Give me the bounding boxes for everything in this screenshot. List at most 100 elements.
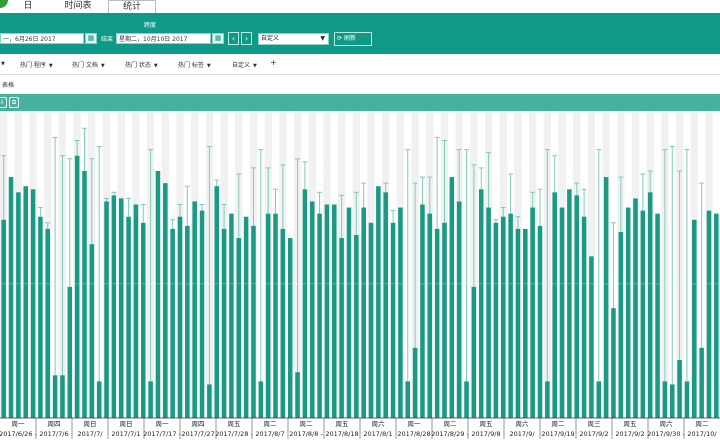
chart-bar[interactable]: [655, 213, 660, 418]
chart-bar[interactable]: [523, 228, 528, 418]
chart-bar[interactable]: [23, 186, 28, 418]
chart-bar[interactable]: [398, 207, 403, 418]
chart-bar[interactable]: [45, 228, 51, 418]
chart-bar[interactable]: [603, 177, 609, 418]
chart-bar[interactable]: [38, 216, 43, 418]
chart-bar[interactable]: [163, 183, 168, 418]
filter-top-status[interactable]: 热门 状态 ▼: [125, 60, 158, 69]
chart-bar[interactable]: [486, 207, 491, 418]
chart-bar[interactable]: [692, 219, 697, 418]
chart-bar[interactable]: [214, 186, 220, 418]
chart-bar[interactable]: [390, 222, 396, 418]
filter-custom[interactable]: 自定义 ▼: [232, 60, 257, 69]
chart-bar[interactable]: [552, 192, 557, 418]
chart-bar[interactable]: [581, 216, 587, 418]
chart-bar[interactable]: [471, 286, 477, 418]
chart-bar[interactable]: [515, 228, 521, 418]
chart-bar[interactable]: [229, 213, 234, 418]
chart-bar[interactable]: [625, 207, 631, 418]
chart-bar[interactable]: [361, 207, 366, 418]
chart-bar[interactable]: [611, 308, 616, 418]
chart-bar[interactable]: [89, 244, 95, 418]
chart-bar[interactable]: [442, 222, 447, 418]
chart-bar[interactable]: [669, 384, 675, 418]
tab-statistics[interactable]: 统计: [108, 0, 156, 14]
add-filter-button[interactable]: +: [270, 58, 277, 67]
chart-bar[interactable]: [324, 204, 330, 419]
chart-bar[interactable]: [60, 375, 65, 418]
chart-bar[interactable]: [243, 216, 249, 418]
chart-bar[interactable]: [16, 192, 21, 418]
chart-bar[interactable]: [537, 225, 543, 418]
chart-bar[interactable]: [684, 381, 690, 418]
chart-bar[interactable]: [354, 235, 359, 418]
table-view-label[interactable]: 表格: [2, 82, 15, 89]
chart-bar[interactable]: [126, 216, 131, 418]
chart-bar[interactable]: [478, 189, 484, 418]
chart-bar[interactable]: [545, 381, 550, 418]
chart-bar[interactable]: [530, 207, 535, 418]
chart-bar[interactable]: [405, 381, 411, 418]
chart-bar[interactable]: [699, 347, 704, 418]
chart-bar[interactable]: [82, 170, 87, 418]
chart-bar[interactable]: [185, 225, 190, 418]
chart-bar[interactable]: [589, 256, 594, 418]
chart-bar[interactable]: [677, 360, 682, 418]
chart-bar[interactable]: [118, 198, 124, 418]
end-date-field[interactable]: 星期二，10月10日 2017: [116, 33, 211, 44]
chart-bar[interactable]: [449, 177, 455, 418]
chart-bar[interactable]: [140, 222, 146, 418]
chart-bar[interactable]: [133, 204, 139, 419]
export-icon[interactable]: ⇩: [0, 97, 7, 108]
copy-icon[interactable]: ⧉: [9, 97, 19, 108]
chart-bar[interactable]: [221, 228, 227, 418]
chart-bar[interactable]: [309, 201, 315, 418]
chart-bar[interactable]: [30, 189, 36, 418]
chart-bar[interactable]: [456, 201, 462, 418]
chart-bar[interactable]: [295, 372, 300, 418]
chart-bar[interactable]: [383, 192, 388, 418]
chart-bar[interactable]: [74, 155, 80, 418]
chart-bar[interactable]: [618, 231, 624, 418]
chart-bar[interactable]: [559, 207, 565, 418]
chart-bar[interactable]: [647, 192, 653, 418]
chart-bar[interactable]: [567, 189, 572, 418]
filter-top-documents[interactable]: 热门 文档 ▼: [72, 60, 105, 69]
chart-bar[interactable]: [317, 213, 322, 418]
avatar[interactable]: [0, 0, 8, 8]
chart-bar[interactable]: [251, 225, 256, 418]
filter-top-programs[interactable]: 热门 程序 ▼: [20, 60, 53, 69]
tab-day[interactable]: 日: [23, 1, 33, 11]
chart-bar[interactable]: [199, 210, 205, 418]
chart-bar[interactable]: [339, 238, 344, 418]
range-select[interactable]: 自定义 ▼: [258, 33, 329, 45]
chart-bar[interactable]: [207, 384, 212, 418]
chart-bar[interactable]: [52, 375, 58, 418]
chart-bar[interactable]: [177, 216, 183, 418]
previous-range-icon[interactable]: ‹: [228, 32, 239, 45]
end-calendar-icon[interactable]: ▦: [212, 33, 224, 44]
chart-bar[interactable]: [155, 170, 161, 418]
chart-bar[interactable]: [633, 198, 638, 418]
chart-bar[interactable]: [1, 219, 6, 418]
chart-bar[interactable]: [640, 210, 646, 418]
chart-bar[interactable]: [346, 207, 352, 418]
chart-bar[interactable]: [258, 381, 264, 418]
collapsed-filter-dropdown[interactable]: ▼: [0, 60, 5, 67]
chart-bar[interactable]: [368, 222, 374, 418]
chart-bar[interactable]: [464, 381, 469, 418]
chart-bar[interactable]: [508, 213, 513, 418]
chart-bar[interactable]: [574, 195, 580, 418]
refresh-button[interactable]: ⟳ 刷新: [334, 32, 372, 46]
next-range-icon[interactable]: ›: [241, 32, 252, 45]
chart-bar[interactable]: [500, 216, 506, 418]
chart-bar[interactable]: [148, 381, 153, 418]
chart-bar[interactable]: [236, 238, 242, 418]
chart-bar[interactable]: [376, 186, 381, 418]
chart-bar[interactable]: [714, 213, 719, 418]
start-date-field[interactable]: 一，6月26日 2017: [0, 33, 84, 44]
chart-bar[interactable]: [67, 286, 73, 418]
chart-bar[interactable]: [8, 177, 14, 418]
chart-bar[interactable]: [192, 201, 197, 418]
chart-bar[interactable]: [706, 210, 712, 418]
